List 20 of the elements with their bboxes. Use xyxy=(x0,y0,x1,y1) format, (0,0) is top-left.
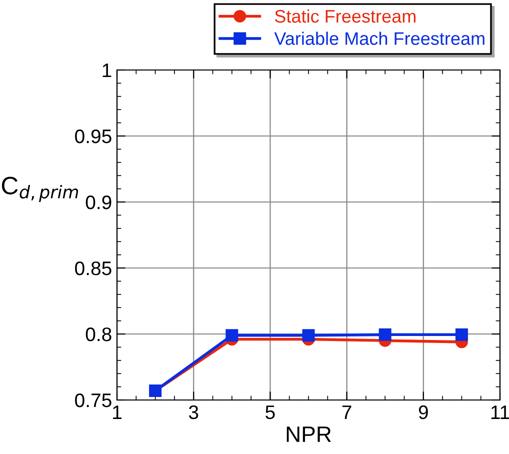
y-tick-label: 0.95 xyxy=(75,129,112,144)
x-tick-label: 1 xyxy=(113,406,122,419)
y-tick-label: 0.9 xyxy=(86,195,112,210)
x-tick-label: 11 xyxy=(491,406,509,419)
point xyxy=(378,328,392,341)
legend-label: Variable Mach Freestream xyxy=(274,32,484,45)
x-tick-label: 3 xyxy=(188,405,198,420)
point xyxy=(455,328,468,341)
x-tick-label: 7 xyxy=(342,406,352,419)
x-axis-title: NPR xyxy=(286,426,331,442)
x-tick-label: 9 xyxy=(418,405,428,420)
point xyxy=(302,329,315,342)
x-tick-label: 5 xyxy=(266,406,275,420)
y-tick-label: 1 xyxy=(102,64,112,78)
y-tick-label: 0.85 xyxy=(75,261,112,276)
y-tick-label: 0.8 xyxy=(86,327,112,342)
y-tick-label: 0.75 xyxy=(75,393,112,408)
legend-label: Static Freestream xyxy=(274,9,416,23)
y-axis-title: C$_{d,prim}$ xyxy=(2,176,78,202)
point xyxy=(226,329,238,342)
